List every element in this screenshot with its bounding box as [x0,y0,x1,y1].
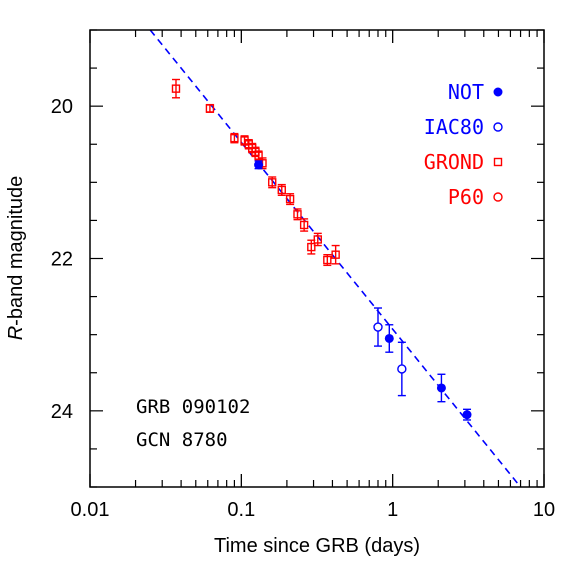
grond-point [230,132,239,144]
grond-point [323,253,332,267]
grond-point [205,103,215,113]
grond-point [293,208,302,221]
minor-ticks [90,29,544,488]
grond-marker [323,255,332,265]
iac80-point [373,307,383,347]
y-axis-label-rest: -band magnitude [5,176,27,326]
grond-marker [171,84,181,93]
not-point [462,408,472,421]
plot-frame [89,29,545,488]
legend-marker-not [493,87,503,97]
legend-label-iac80: IAC80 [424,115,484,139]
tick-labels: 0.01 0.1 1 10 20 22 24 [51,96,555,521]
legend-marker-p60 [493,192,503,202]
annotation-gcn: GCN 8780 [136,429,228,451]
grond-marker [293,210,302,219]
y-tick-label: 22 [51,249,73,271]
x-tick-label: 1 [387,499,398,521]
x-tick-label: 0.1 [227,499,255,521]
not-marker [462,410,472,420]
grond-point [254,150,263,161]
y-tick-label: 20 [51,96,73,118]
legend: NOT IAC80 GROND P60 [424,80,503,209]
x-tick-label: 0.01 [71,499,110,521]
iac80-marker [397,364,407,374]
y-axis-label: R-band magnitude [5,176,27,341]
annotation-grb: GRB 090102 [136,396,250,418]
legend-label-not: NOT [448,80,484,104]
x-tick-label: 10 [533,499,555,521]
legend-label-p60: P60 [448,185,484,209]
y-tick-label: 24 [51,401,73,423]
grond-point [331,244,340,265]
not-marker [384,333,394,343]
grond-marker [285,194,295,204]
y-axis-label-band: R [5,326,27,340]
grond-point [171,78,181,99]
grond-point [277,183,286,196]
legend-label-grond: GROND [424,150,484,174]
data-points [171,78,472,421]
x-axis-label: Time since GRB (days) [214,535,420,557]
grond-marker [331,250,340,259]
grond-marker [299,220,309,230]
grond-marker [277,185,286,195]
grond-marker [230,133,239,143]
grond-marker [205,104,215,113]
legend-marker-iac80 [493,122,503,132]
grond-point [313,232,322,247]
not-point [436,373,446,403]
grond-marker [268,178,277,187]
not-marker [254,160,264,170]
grond-point [285,193,295,206]
not-point [254,160,264,170]
not-point [384,324,394,353]
iac80-point [397,341,407,397]
grond-marker [313,235,322,244]
not-marker [436,383,446,393]
grond-marker [307,242,316,252]
grond-point [268,176,277,189]
legend-marker-grond [493,157,503,167]
iac80-marker [373,322,383,332]
grond-point [299,218,309,232]
